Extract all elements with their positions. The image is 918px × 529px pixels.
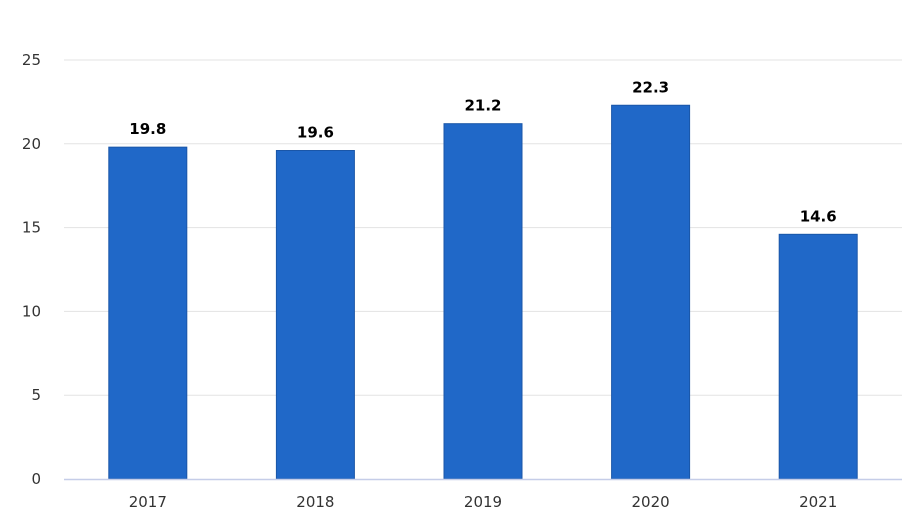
y-axis-ticks: 0 5 10 15 20 25 [22,51,41,488]
x-tick-label: 2018 [296,493,334,511]
bar-value-label: 19.6 [297,124,334,142]
y-tick-label: 25 [22,51,41,69]
bars [108,104,858,480]
bar-value-label: 21.2 [464,97,501,115]
y-tick-label: 15 [22,219,41,237]
x-tick-label: 2017 [129,493,167,511]
x-tick-label: 2021 [799,493,837,511]
x-tick-label: 2020 [632,493,670,511]
y-tick-label: 10 [22,302,41,320]
x-axis-ticks: 2017 2018 2019 2020 2021 [129,493,838,511]
x-tick-label: 2019 [464,493,502,511]
bar-2020 [611,104,691,480]
y-tick-label: 5 [31,386,41,404]
bar-value-label: 14.6 [800,207,837,225]
bar-value-labels: 19.8 19.6 21.2 22.3 14.6 [129,78,836,225]
bar-2021 [778,233,858,480]
bar-value-label: 19.8 [129,120,166,138]
bar-value-label: 22.3 [632,78,669,96]
y-tick-label: 0 [31,470,41,488]
y-tick-label: 20 [22,135,41,153]
bar-2018 [275,150,355,480]
bar-2017 [108,146,188,480]
bar-2019 [443,123,523,480]
